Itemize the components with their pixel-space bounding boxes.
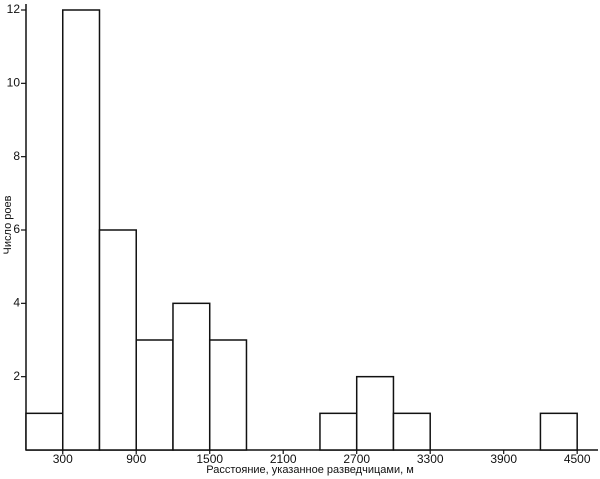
bar (392, 412, 431, 451)
bar (539, 412, 578, 451)
x-tick-label: 3900 (490, 452, 517, 466)
y-tick-label: 6 (13, 222, 20, 236)
x-tick-label: 900 (126, 452, 146, 466)
bar (319, 412, 358, 451)
x-tick-label: 2700 (343, 452, 370, 466)
bar (355, 375, 395, 451)
bar (135, 339, 174, 451)
bar (208, 339, 248, 451)
y-tick-label: 10 (7, 76, 21, 90)
y-tick-label: 8 (13, 149, 20, 163)
x-tick-label: 2100 (270, 452, 297, 466)
x-axis-label: Расстояние, указанное разведчицами, м (206, 464, 414, 476)
x-tick-label: 4500 (564, 452, 591, 466)
bar (98, 229, 137, 451)
x-tick-label: 300 (53, 452, 73, 466)
y-tick-label: 4 (13, 296, 20, 310)
y-axis-label: Число роев (2, 195, 14, 254)
x-tick-label: 3300 (417, 452, 444, 466)
y-tick-label: 12 (7, 2, 21, 16)
bar (61, 9, 101, 451)
x-tick-label: 1500 (196, 452, 223, 466)
bar (172, 302, 211, 451)
y-tick-label: 2 (13, 369, 20, 383)
bar (25, 412, 64, 451)
